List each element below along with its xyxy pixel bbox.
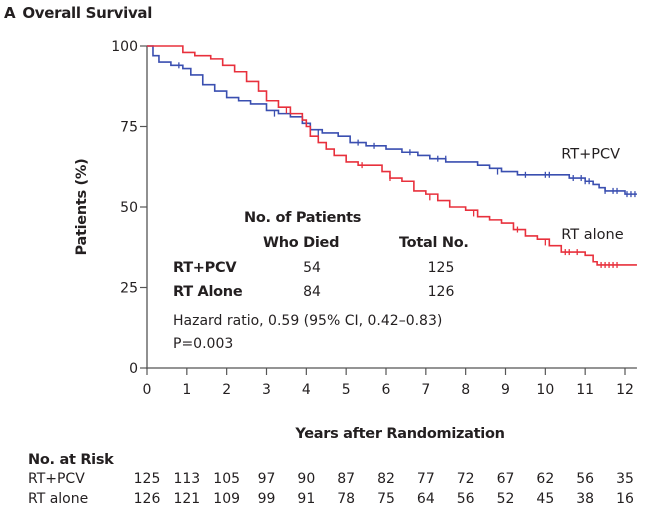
risk-value: 16: [616, 491, 634, 507]
risk-value: 82: [377, 471, 395, 487]
risk-value: 56: [576, 471, 595, 487]
risk-value: 45: [536, 491, 555, 507]
x-tick-label: 1: [182, 382, 191, 398]
x-tick-label: 3: [262, 382, 271, 398]
row-total-rt-pcv: 125: [428, 260, 455, 276]
curve-rt-pcv: [147, 45, 637, 195]
y-tick-label: 75: [120, 120, 138, 136]
risk-value: 87: [337, 471, 356, 487]
risk-value: 113: [173, 471, 201, 487]
panel-title: A Overall Survival: [4, 4, 152, 22]
risk-value: 91: [297, 491, 316, 507]
risk-row-label: RT alone: [28, 491, 89, 507]
risk-value: 64: [416, 491, 435, 507]
series-label-rt-alone: RT alone: [561, 227, 623, 243]
risk-value: 90: [297, 471, 316, 487]
risk-value: 78: [337, 491, 356, 507]
y-tick-label: 0: [129, 361, 138, 377]
panel-title-text: Overall Survival: [22, 4, 153, 22]
y-tick-label: 100: [111, 39, 138, 55]
x-tick-label: 11: [576, 382, 594, 398]
risk-row-rt-alone: RT alone 126 121 109 99 91 78 75 64 56 52 45 38 16: [28, 491, 655, 511]
x-tick-label: 8: [461, 382, 470, 398]
risk-value: 125: [133, 471, 161, 487]
row-group-rt-pcv: RT+PCV: [173, 260, 237, 276]
y-axis-title: Patients (%): [74, 159, 90, 256]
series-label-rt-pcv: RT+PCV: [561, 147, 620, 163]
risk-value: 35: [616, 471, 634, 487]
curves: RT+PCV RT alone: [147, 45, 637, 268]
header-total: Total No.: [399, 235, 469, 251]
x-tick-label: 5: [342, 382, 351, 398]
risk-value: 56: [456, 491, 475, 507]
risk-value: 126: [133, 491, 161, 507]
x-tick-label: 2: [222, 382, 231, 398]
risk-value: 72: [456, 471, 475, 487]
x-axis-title: Years after Randomization: [294, 426, 504, 442]
risk-value: 52: [496, 491, 515, 507]
y-tick-label: 25: [120, 281, 138, 297]
x-tick-label: 4: [302, 382, 311, 398]
hazard-ratio: Hazard ratio, 0.59 (95% CI, 0.42–0.83): [173, 313, 442, 329]
risk-row-rt-pcv: RT+PCV 125 113 105 97 90 87 82 77 72 67 62 56 35: [28, 471, 655, 491]
risk-value: 105: [213, 471, 241, 487]
risk-value: 109: [213, 491, 241, 507]
risk-table: No. at Risk RT+PCV 125 113 105 97 90 87 82 77 72…: [28, 452, 655, 511]
risk-table-title: No. at Risk: [28, 452, 114, 468]
row-group-rt-alone: RT Alone: [173, 284, 243, 300]
p-value: P=0.003: [173, 336, 233, 352]
y-tick-label: 50: [120, 200, 138, 216]
risk-value: 75: [377, 491, 395, 507]
risk-value: 62: [536, 471, 555, 487]
x-tick-label: 10: [536, 382, 554, 398]
x-tick-label: 9: [501, 382, 510, 398]
risk-value: 121: [173, 491, 201, 507]
x-tick-label: 7: [421, 382, 430, 398]
x-tick-label: 0: [143, 382, 152, 398]
header-died-line1: No. of Patients: [244, 210, 361, 226]
row-died-rt-alone: 84: [303, 284, 321, 300]
risk-value: 97: [257, 471, 276, 487]
risk-value: 38: [576, 491, 595, 507]
row-total-rt-alone: 126: [428, 284, 455, 300]
header-died-line2: Who Died: [263, 235, 339, 251]
panel-letter: A: [4, 4, 16, 22]
x-tick-label: 6: [382, 382, 391, 398]
risk-value: 67: [496, 471, 515, 487]
x-tick-label: 12: [616, 382, 634, 398]
risk-value: 99: [257, 491, 276, 507]
annotation-table: No. of Patients Who Died Total No. RT+PC…: [173, 210, 469, 352]
risk-row-label: RT+PCV: [28, 471, 85, 487]
curve-rt-alone: [147, 45, 637, 266]
row-died-rt-pcv: 54: [303, 260, 321, 276]
risk-value: 77: [416, 471, 435, 487]
